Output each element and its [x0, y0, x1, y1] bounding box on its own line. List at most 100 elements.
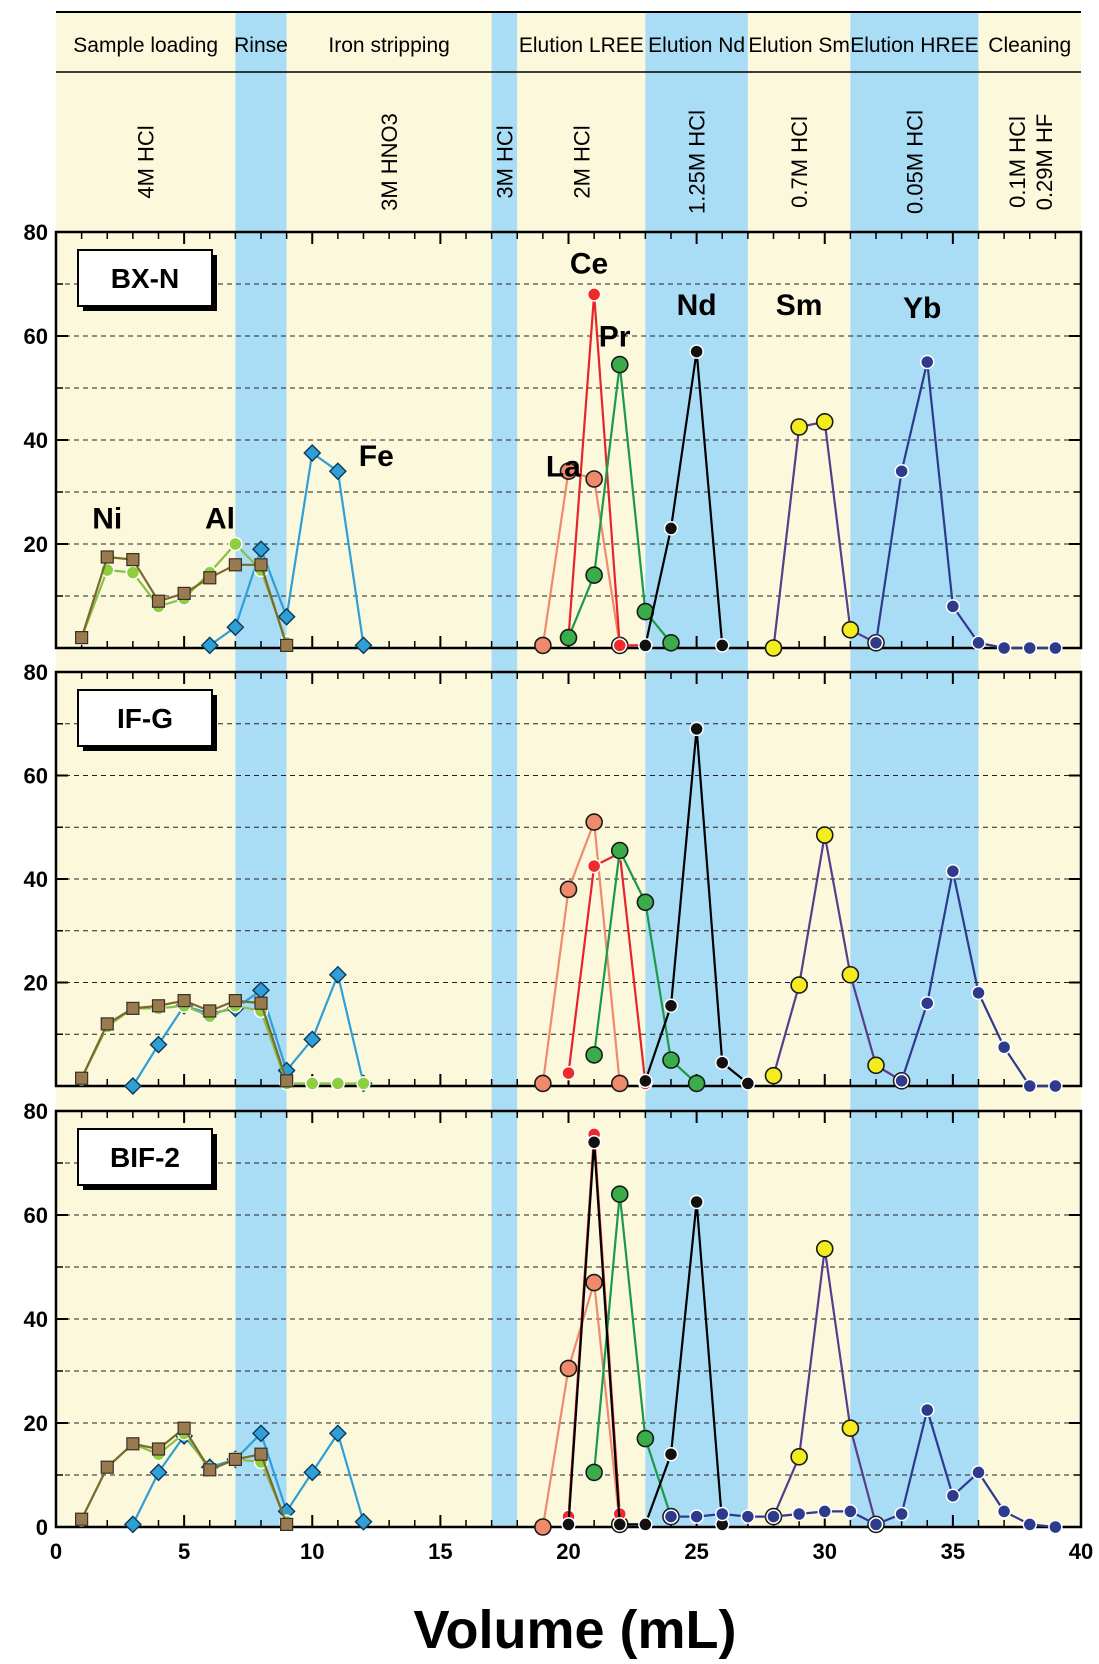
series-yb	[663, 1402, 1063, 1535]
data-point-yb	[766, 1509, 781, 1524]
series-pr	[585, 841, 706, 1093]
data-point-la	[585, 813, 603, 831]
reagent-label: 4M HCl	[134, 125, 159, 198]
data-point-yb	[971, 985, 986, 1001]
data-point-ni	[151, 594, 166, 608]
data-point-nd	[561, 1517, 576, 1532]
sample-label-box	[77, 249, 213, 307]
step-band	[747, 12, 851, 1527]
data-point-ni	[280, 638, 294, 653]
data-point-fe	[123, 1077, 142, 1095]
data-point-yb	[920, 995, 935, 1011]
data-point-ni	[100, 1017, 114, 1031]
data-point-nd	[638, 1517, 653, 1532]
data-point-yb	[996, 1504, 1012, 1519]
data-point-yb	[1022, 1517, 1037, 1532]
data-point-la	[585, 1273, 603, 1292]
data-point-pr	[585, 1046, 603, 1064]
data-point-pr	[636, 1429, 655, 1448]
data-point-yb	[740, 1509, 756, 1524]
step-label: Elution Nd	[648, 34, 745, 57]
data-point-yb	[894, 463, 909, 479]
data-point-sm	[841, 620, 860, 639]
reagent-label: 0.05M HCl	[902, 110, 927, 214]
data-point-pr	[687, 1074, 706, 1093]
data-point-pr	[585, 1463, 603, 1482]
data-point-yb	[996, 640, 1012, 656]
data-point-yb	[920, 1402, 935, 1418]
data-point-fe	[354, 636, 373, 655]
reagent-label: 3M HCl	[492, 125, 517, 198]
step-band	[978, 12, 1081, 1527]
data-point-yb	[894, 1073, 909, 1089]
x-tick-label: 5	[178, 1539, 190, 1564]
data-point-ni	[151, 999, 166, 1013]
data-point-ni	[177, 1421, 191, 1435]
data-point-yb	[894, 1506, 909, 1522]
data-point-ni	[126, 1001, 140, 1015]
data-point-ni	[254, 558, 268, 572]
data-point-ni	[280, 1074, 294, 1088]
data-point-pr	[610, 1185, 629, 1203]
data-point-ni	[100, 1460, 114, 1474]
y-tick-label: 0	[36, 1515, 48, 1540]
sample-label: IF-G	[117, 703, 173, 734]
data-point-la	[534, 1074, 552, 1093]
data-point-ni	[126, 1437, 140, 1451]
data-point-nd	[740, 1076, 756, 1091]
data-point-sm	[790, 976, 808, 994]
series-line-fe	[131, 1432, 365, 1525]
data-point-nd	[663, 521, 679, 536]
data-point-yb	[945, 599, 961, 614]
y-tick-label: 60	[24, 324, 48, 349]
sample-label: BX-N	[111, 263, 179, 294]
series-fe	[200, 444, 373, 655]
data-point-sm	[815, 826, 834, 844]
data-point-ce	[586, 287, 602, 302]
series-label-nd: Nd	[677, 289, 717, 322]
data-point-sm	[867, 1056, 885, 1075]
series-line-ce	[567, 852, 647, 1084]
data-point-ni	[75, 630, 89, 645]
data-point-fe	[226, 618, 245, 637]
data-point-pr	[636, 893, 655, 912]
data-point-yb	[715, 1506, 730, 1522]
step-band	[850, 12, 979, 1527]
series-label-pr: Pr	[599, 320, 631, 353]
data-point-ni	[75, 1512, 89, 1526]
y-tick-label: 80	[24, 1099, 48, 1124]
step-band	[286, 12, 492, 1527]
data-point-la	[534, 636, 552, 655]
y-tick-label: 20	[24, 532, 48, 557]
data-point-ni	[151, 1442, 166, 1456]
series-yb	[868, 354, 1063, 656]
step-label: Iron stripping	[328, 34, 449, 57]
data-point-nd	[586, 1134, 602, 1150]
reagent-label: 0.7M HCl	[787, 116, 812, 208]
sample-label-box	[77, 1128, 213, 1186]
reagent-label: 3M HNO3	[377, 113, 402, 211]
data-point-nd	[689, 721, 704, 737]
data-point-la	[585, 470, 603, 488]
series-line-yb	[671, 1408, 1056, 1529]
data-point-fe	[277, 607, 296, 626]
data-point-nd	[612, 1517, 627, 1532]
panel-bif-2: 0 20 40 60 80 BIF-2	[24, 1099, 1083, 1540]
data-point-sm	[815, 1240, 834, 1258]
data-point-ce	[612, 638, 627, 653]
series-label-la: La	[546, 450, 581, 483]
series-ni	[75, 550, 294, 653]
data-point-pr	[662, 1051, 680, 1069]
x-tick-label: 30	[813, 1539, 837, 1564]
y-tick-label: 20	[24, 1411, 48, 1436]
x-tick-label: 10	[300, 1539, 324, 1564]
data-point-fe	[252, 1424, 270, 1443]
data-point-ni	[228, 994, 242, 1008]
series-label-ni: Ni	[92, 502, 122, 535]
data-point-nd	[689, 344, 704, 359]
x-axis-title: Volume (mL)	[414, 1600, 737, 1660]
data-point-sm	[815, 412, 834, 431]
y-tick-label: 60	[24, 1203, 48, 1228]
data-point-ni	[228, 558, 242, 572]
data-point-ni	[228, 1452, 242, 1467]
